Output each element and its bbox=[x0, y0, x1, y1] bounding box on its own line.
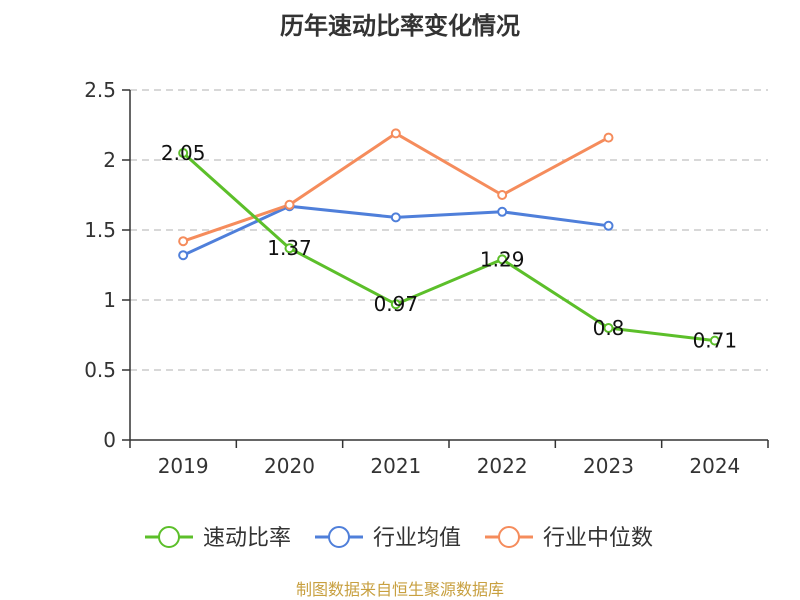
legend: 速动比率 行业均值 行业中位数 bbox=[145, 526, 653, 551]
series-lines bbox=[182, 131, 716, 343]
legend-label: 行业中位数 bbox=[543, 526, 653, 551]
chart-title: 历年速动比率变化情况 bbox=[280, 12, 520, 40]
y-tick-label: 2 bbox=[103, 148, 116, 172]
legend-item: 行业均值 bbox=[315, 526, 461, 551]
data-label: 1.37 bbox=[267, 236, 312, 260]
data-label: 0.8 bbox=[593, 316, 625, 340]
y-tick-label: 1.5 bbox=[84, 218, 116, 242]
grid-lines bbox=[130, 89, 768, 371]
data-point bbox=[497, 190, 508, 200]
data-point bbox=[603, 220, 614, 231]
series-line-1 bbox=[182, 151, 716, 343]
series-points bbox=[178, 128, 720, 346]
data-point bbox=[178, 148, 189, 158]
data-point bbox=[709, 335, 720, 346]
data-point bbox=[603, 132, 614, 143]
data-point bbox=[603, 323, 614, 333]
x-axis-ticks: 2019 2020 2021 2022 2023 2024 bbox=[158, 454, 741, 478]
y-axis-ticks: 0 0.5 1 1.5 2 2.5 bbox=[84, 78, 116, 452]
x-tick-label: 2020 bbox=[264, 454, 315, 478]
x-tick-label: 2019 bbox=[158, 454, 209, 478]
data-point bbox=[390, 212, 401, 223]
y-tick-label: 2.5 bbox=[84, 78, 116, 102]
legend-item: 速动比率 bbox=[145, 526, 291, 551]
data-point bbox=[284, 199, 295, 210]
legend-marker bbox=[498, 526, 520, 548]
data-point bbox=[284, 243, 295, 254]
x-tick-label: 2021 bbox=[370, 454, 421, 478]
data-labels: 2.05 1.37 0.97 1.29 0.8 0.71 bbox=[161, 141, 737, 353]
x-tick-label: 2024 bbox=[689, 454, 740, 478]
legend-marker bbox=[328, 526, 350, 548]
data-point bbox=[178, 250, 189, 261]
data-point bbox=[497, 206, 508, 217]
data-point bbox=[390, 299, 401, 310]
legend-item: 行业中位数 bbox=[485, 526, 653, 551]
data-point bbox=[178, 236, 189, 247]
x-tick-label: 2022 bbox=[477, 454, 528, 478]
y-tick-label: 0.5 bbox=[84, 358, 116, 382]
data-label: 2.05 bbox=[161, 141, 206, 165]
data-label: 0.97 bbox=[374, 292, 419, 316]
data-label: 0.71 bbox=[693, 329, 738, 353]
data-point bbox=[390, 128, 401, 139]
axes bbox=[122, 89, 769, 448]
y-tick-label: 1 bbox=[103, 288, 116, 312]
legend-marker bbox=[158, 526, 180, 548]
x-tick-label: 2023 bbox=[583, 454, 634, 478]
legend-label: 速动比率 bbox=[203, 526, 291, 551]
data-label: 1.29 bbox=[480, 247, 525, 271]
source-note: 制图数据来自恒生聚源数据库 bbox=[296, 580, 504, 599]
legend-label: 行业均值 bbox=[373, 526, 461, 551]
data-point bbox=[497, 254, 508, 265]
y-tick-label: 0 bbox=[103, 428, 116, 452]
